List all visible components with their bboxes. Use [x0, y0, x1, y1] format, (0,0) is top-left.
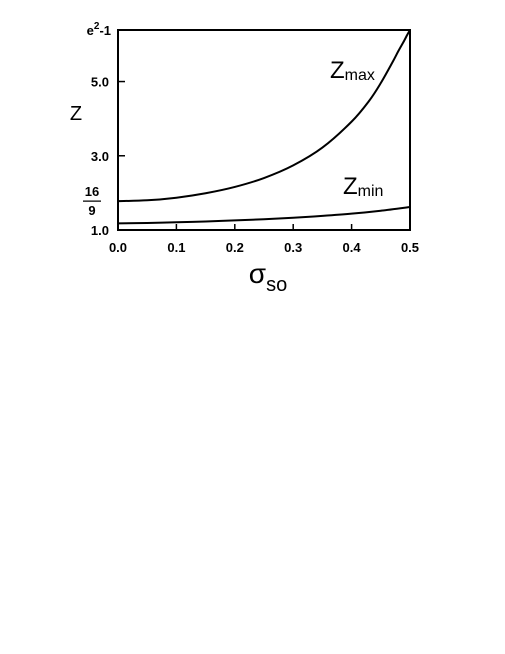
- series-label-zmax-subscript: max: [345, 67, 375, 84]
- y-axis-label: Z: [70, 103, 82, 125]
- series-label-zmax: Zmax: [330, 57, 375, 84]
- series-label-zmin: Zmin: [343, 173, 383, 200]
- series-label-zmin-symbol: Z: [343, 173, 358, 200]
- plot-frame: [117, 29, 411, 231]
- series-label-zmax-symbol: Z: [330, 57, 345, 84]
- x-tick-label: 0.2: [226, 240, 244, 255]
- x-tick-label: 0.0: [109, 240, 127, 255]
- y-tick-label: 5.0: [91, 75, 109, 90]
- y-tick-label: 1.0: [91, 223, 109, 238]
- curve-zmax: [117, 29, 411, 203]
- x-tick-label: 0.4: [343, 240, 362, 255]
- x-axis-label: σso: [249, 258, 287, 296]
- x-tick-label: 0.5: [401, 240, 419, 255]
- y-tick-label-numerator: 16: [85, 184, 99, 199]
- series-label-zmin-subscript: min: [358, 183, 384, 200]
- x-axis-label-symbol: σ: [249, 258, 266, 289]
- x-tick-label: 0.1: [167, 240, 185, 255]
- y-tick-label: e2-1: [87, 21, 111, 38]
- x-axis-label-subscript: so: [266, 274, 287, 296]
- y-tick-label: 3.0: [91, 149, 109, 164]
- y-tick-label-denominator: 9: [88, 203, 95, 218]
- x-tick-label: 0.3: [284, 240, 302, 255]
- curve-zmin: [117, 205, 411, 225]
